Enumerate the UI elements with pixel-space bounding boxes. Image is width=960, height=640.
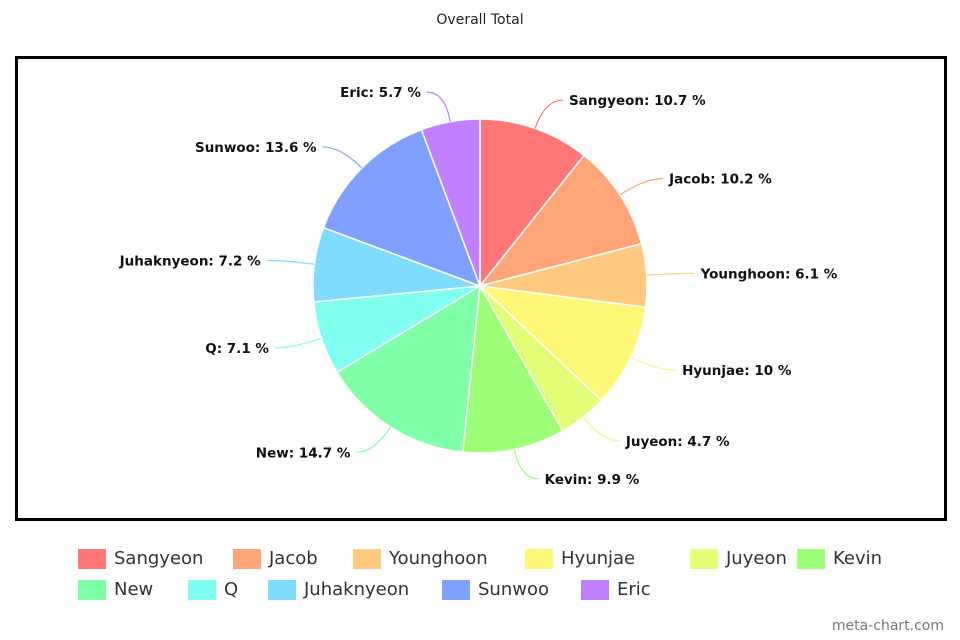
legend-label: Sunwoo: [478, 579, 549, 600]
data-label: Juhaknyeon: 7.2 %: [119, 253, 261, 269]
data-label: Sangyeon: 10.7 %: [569, 93, 706, 109]
leader-line: [322, 146, 363, 169]
legend-label: Jacob: [269, 548, 318, 569]
leader-line: [646, 272, 695, 276]
leader-line: [534, 99, 564, 129]
watermark: meta-chart.com: [831, 618, 944, 634]
legend-item-q[interactable]: Q: [188, 579, 238, 600]
legend-swatch: [690, 548, 718, 569]
leader-line: [630, 356, 677, 371]
legend-label: Juhaknyeon: [304, 579, 410, 600]
legend-label: New: [114, 579, 154, 600]
legend-label: Eric: [617, 579, 651, 600]
legend-swatch: [268, 579, 296, 600]
leader-line: [426, 91, 451, 122]
legend-item-kevin[interactable]: Kevin: [797, 548, 882, 569]
legend-label: Sangyeon: [114, 548, 204, 569]
leader-line: [266, 259, 315, 265]
legend-swatch: [353, 548, 381, 569]
legend-swatch: [581, 579, 609, 600]
legend-item-juhaknyeon[interactable]: Juhaknyeon: [268, 579, 409, 600]
legend-item-juyeon[interactable]: Juyeon: [690, 548, 787, 569]
legend-label: Kevin: [833, 548, 883, 569]
leader-line: [582, 416, 620, 442]
chart-title: Overall Total: [436, 12, 524, 28]
data-label: Juyeon: 4.7 %: [625, 434, 730, 450]
legend-swatch: [78, 579, 106, 600]
legend-swatch: [188, 579, 216, 600]
pie-slice-sangyeon[interactable]: [479, 118, 586, 289]
legend-item-new[interactable]: New: [78, 579, 153, 600]
leader-line: [619, 177, 664, 196]
data-label: Kevin: 9.9 %: [545, 472, 640, 488]
chart-frame: [15, 56, 947, 521]
data-label: Jacob: 10.2 %: [668, 172, 772, 188]
legend-item-sunwoo[interactable]: Sunwoo: [442, 579, 549, 600]
legend-item-sangyeon[interactable]: Sangyeon: [78, 548, 203, 569]
legend-swatch: [78, 548, 106, 569]
legend-item-jacob[interactable]: Jacob: [233, 548, 318, 569]
leader-line: [513, 449, 539, 480]
data-label: Sunwoo: 13.6 %: [195, 140, 317, 156]
legend-swatch: [442, 579, 470, 600]
legend-item-hyunjae[interactable]: Hyunjae: [525, 548, 635, 569]
data-label: Q: 7.1 %: [205, 341, 269, 357]
data-label: Hyunjae: 10 %: [682, 363, 792, 379]
leader-line: [356, 426, 391, 453]
pie-slice-hyunjae[interactable]: [477, 284, 647, 402]
legend-swatch: [525, 548, 553, 569]
legend-swatch: [797, 548, 825, 569]
legend-item-eric[interactable]: Eric: [581, 579, 651, 600]
data-label: New: 14.7 %: [256, 445, 351, 461]
legend-item-younghoon[interactable]: Younghoon: [353, 548, 488, 569]
pie-slice-new[interactable]: [335, 284, 481, 453]
legend-label: Younghoon: [389, 548, 488, 569]
legend-label: Juyeon: [726, 548, 787, 569]
legend-label: Hyunjae: [561, 548, 636, 569]
legend-label: Q: [224, 579, 239, 600]
leader-line: [274, 337, 322, 349]
data-label: Younghoon: 6.1 %: [700, 266, 838, 282]
legend-swatch: [233, 548, 261, 569]
pie-slice-jacob[interactable]: [478, 154, 643, 288]
data-label: Eric: 5.7 %: [340, 85, 421, 101]
